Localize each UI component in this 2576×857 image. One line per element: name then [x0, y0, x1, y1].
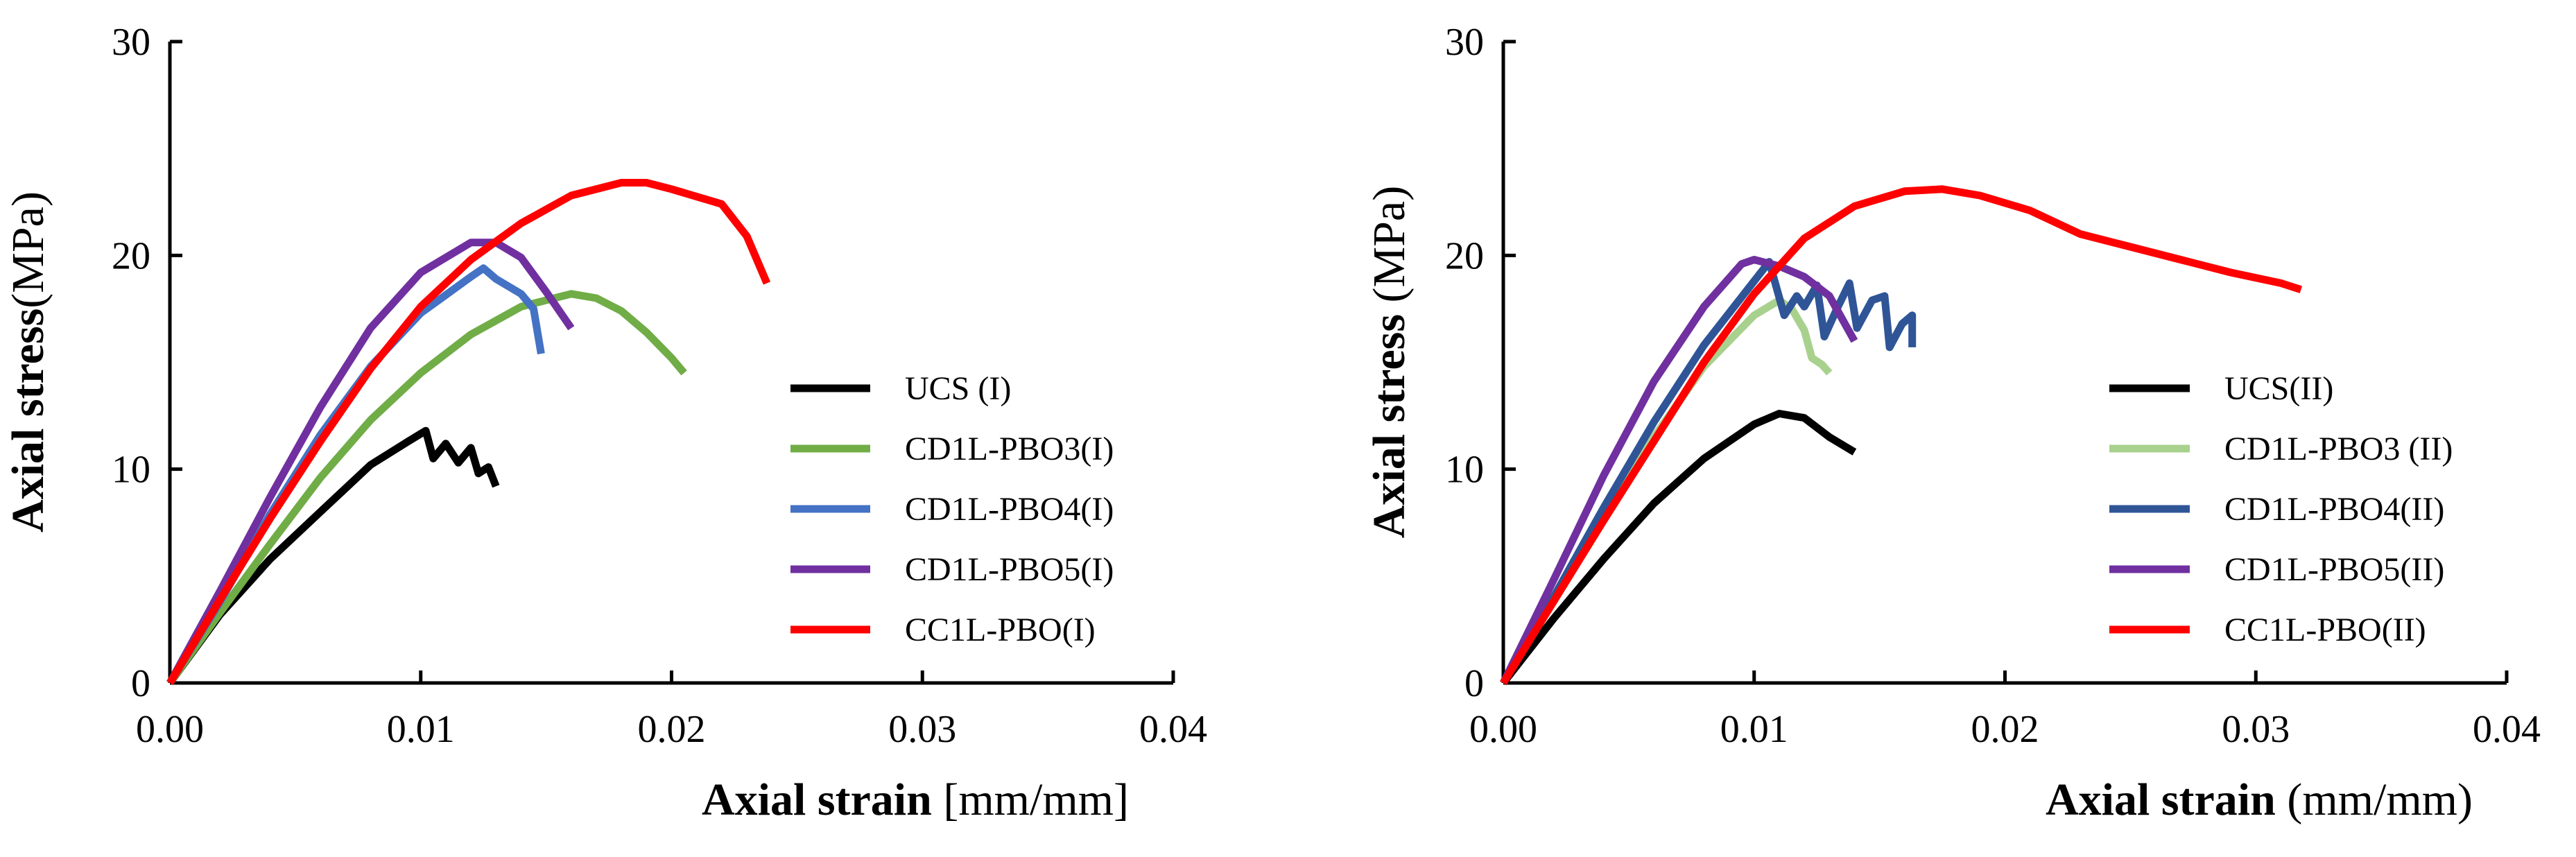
chart1-legend-label: UCS(II): [2224, 370, 2333, 407]
chart1-y-axis-title-unit: (MPa): [1364, 186, 1415, 314]
chart1-y-tick-label: 30: [1445, 21, 1484, 64]
chart0-y-tick-label: 10: [112, 449, 150, 492]
chart0-x-tick-label: 0.03: [888, 708, 956, 751]
chart1-x-tick-label: 0.04: [2473, 708, 2541, 751]
chart0-x-axis-title-unit: [mm/mm]: [932, 774, 1129, 825]
chart1-legend-label: CD1L-PBO4(II): [2224, 491, 2444, 528]
chart1-y-tick-label: 20: [1445, 234, 1484, 277]
chart1-y-axis-title: Axial stress (MPa): [1364, 186, 1415, 538]
chart1-y-axis-title-main: Axial stress: [1364, 314, 1415, 538]
left-chart-panel: 0 10 20 30 0.00 0.01 0.02 0.03 0.04 UCS (I) CD1L-P…: [3, 21, 1207, 825]
chart1-series-cd1l-pbo4-ii: [1500, 258, 1917, 685]
chart0-legend-label: CD1L-PBO5(I): [905, 551, 1114, 588]
chart0-y-axis-title-unit: (MPa): [3, 191, 53, 309]
chart1-series-cd1l-pbo5-ii: [1500, 256, 1858, 685]
chart1-legend-label: CD1L-PBO5(II): [2224, 551, 2444, 588]
chart0-x-axis-title: Axial strain [mm/mm]: [702, 774, 1129, 825]
chart1-x-tick-label: 0.01: [1720, 708, 1788, 751]
chart0-x-tick-label: 0.04: [1139, 708, 1207, 751]
chart0-x-axis-title-main: Axial strain: [702, 774, 932, 825]
chart0-y-axis-title-main: Axial stress: [3, 309, 53, 533]
chart0-x-tick-label: 0.02: [638, 708, 706, 751]
chart0-legend-label: CC1L-PBO(I): [905, 612, 1096, 648]
chart0-legend-label: CD1L-PBO4(I): [905, 491, 1114, 528]
chart0-y-tick-label: 0: [131, 662, 150, 705]
chart0-legend-label: UCS (I): [905, 370, 1011, 407]
chart0-series-cd1l-pbo3-i: [166, 290, 687, 686]
chart0-y-tick-label: 30: [112, 21, 150, 64]
chart1-legend-label: CC1L-PBO(II): [2224, 612, 2426, 648]
chart0-y-axis-title: Axial stress(MPa): [3, 191, 53, 533]
chart1-x-tick-label: 0.02: [1971, 708, 2039, 751]
chart1-x-axis-title: Axial strain (mm/mm): [2046, 774, 2473, 825]
chart1-x-axis-title-main: Axial strain: [2046, 774, 2276, 825]
chart1-series-ucs-ii: [1500, 410, 1857, 686]
chart0-x-tick-label: 0.01: [387, 708, 455, 751]
chart1-x-tick-label: 0.03: [2222, 708, 2290, 751]
chart0-legend-label: CD1L-PBO3(I): [905, 431, 1114, 467]
right-chart-panel: 0 10 20 30 0.00 0.01 0.02 0.03 0.04 UCS(II) CD1L-P…: [1364, 21, 2541, 825]
chart0-series-cc1l-pbo-i: [166, 179, 771, 685]
chart1-series-cc1l-pbo-ii: [1500, 185, 2303, 685]
chart0-y-tick-label: 20: [112, 234, 150, 277]
chart0-x-tick-label: 0.00: [136, 708, 204, 751]
chart1-x-axis-title-unit: (mm/mm): [2276, 774, 2473, 825]
chart1-x-tick-label: 0.00: [1469, 708, 1537, 751]
chart0-series-ucs-i: [166, 426, 500, 686]
chart1-y-tick-label: 10: [1445, 449, 1484, 492]
chart1-legend-label: CD1L-PBO3 (II): [2224, 431, 2453, 467]
chart0-series-cd1l-pbo5-i: [166, 239, 575, 685]
chart1-y-tick-label: 0: [1464, 662, 1484, 705]
